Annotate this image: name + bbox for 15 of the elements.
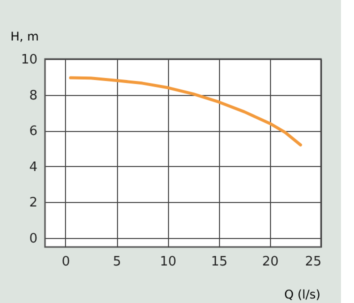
- y-tick-label: 4: [29, 160, 38, 175]
- y-tick-label: 8: [29, 88, 38, 104]
- line-series: [69, 76, 302, 146]
- x-tick-label: 0: [62, 254, 70, 270]
- x-tick-label: 10: [160, 254, 176, 270]
- x-tick-label: 20: [262, 254, 279, 270]
- x-tick-label: 5: [112, 254, 122, 270]
- x-tick-label: 25: [304, 254, 322, 270]
- y-tick-label: 0: [29, 232, 38, 247]
- x-tick-label: 15: [211, 254, 228, 270]
- y-axis-title: H, m: [10, 30, 39, 44]
- y-tick-label: 2: [29, 196, 38, 211]
- y-tick-label: 6: [29, 124, 38, 140]
- y-tick-label: 10: [20, 52, 38, 68]
- x-axis-title: Q (l/s): [284, 288, 320, 302]
